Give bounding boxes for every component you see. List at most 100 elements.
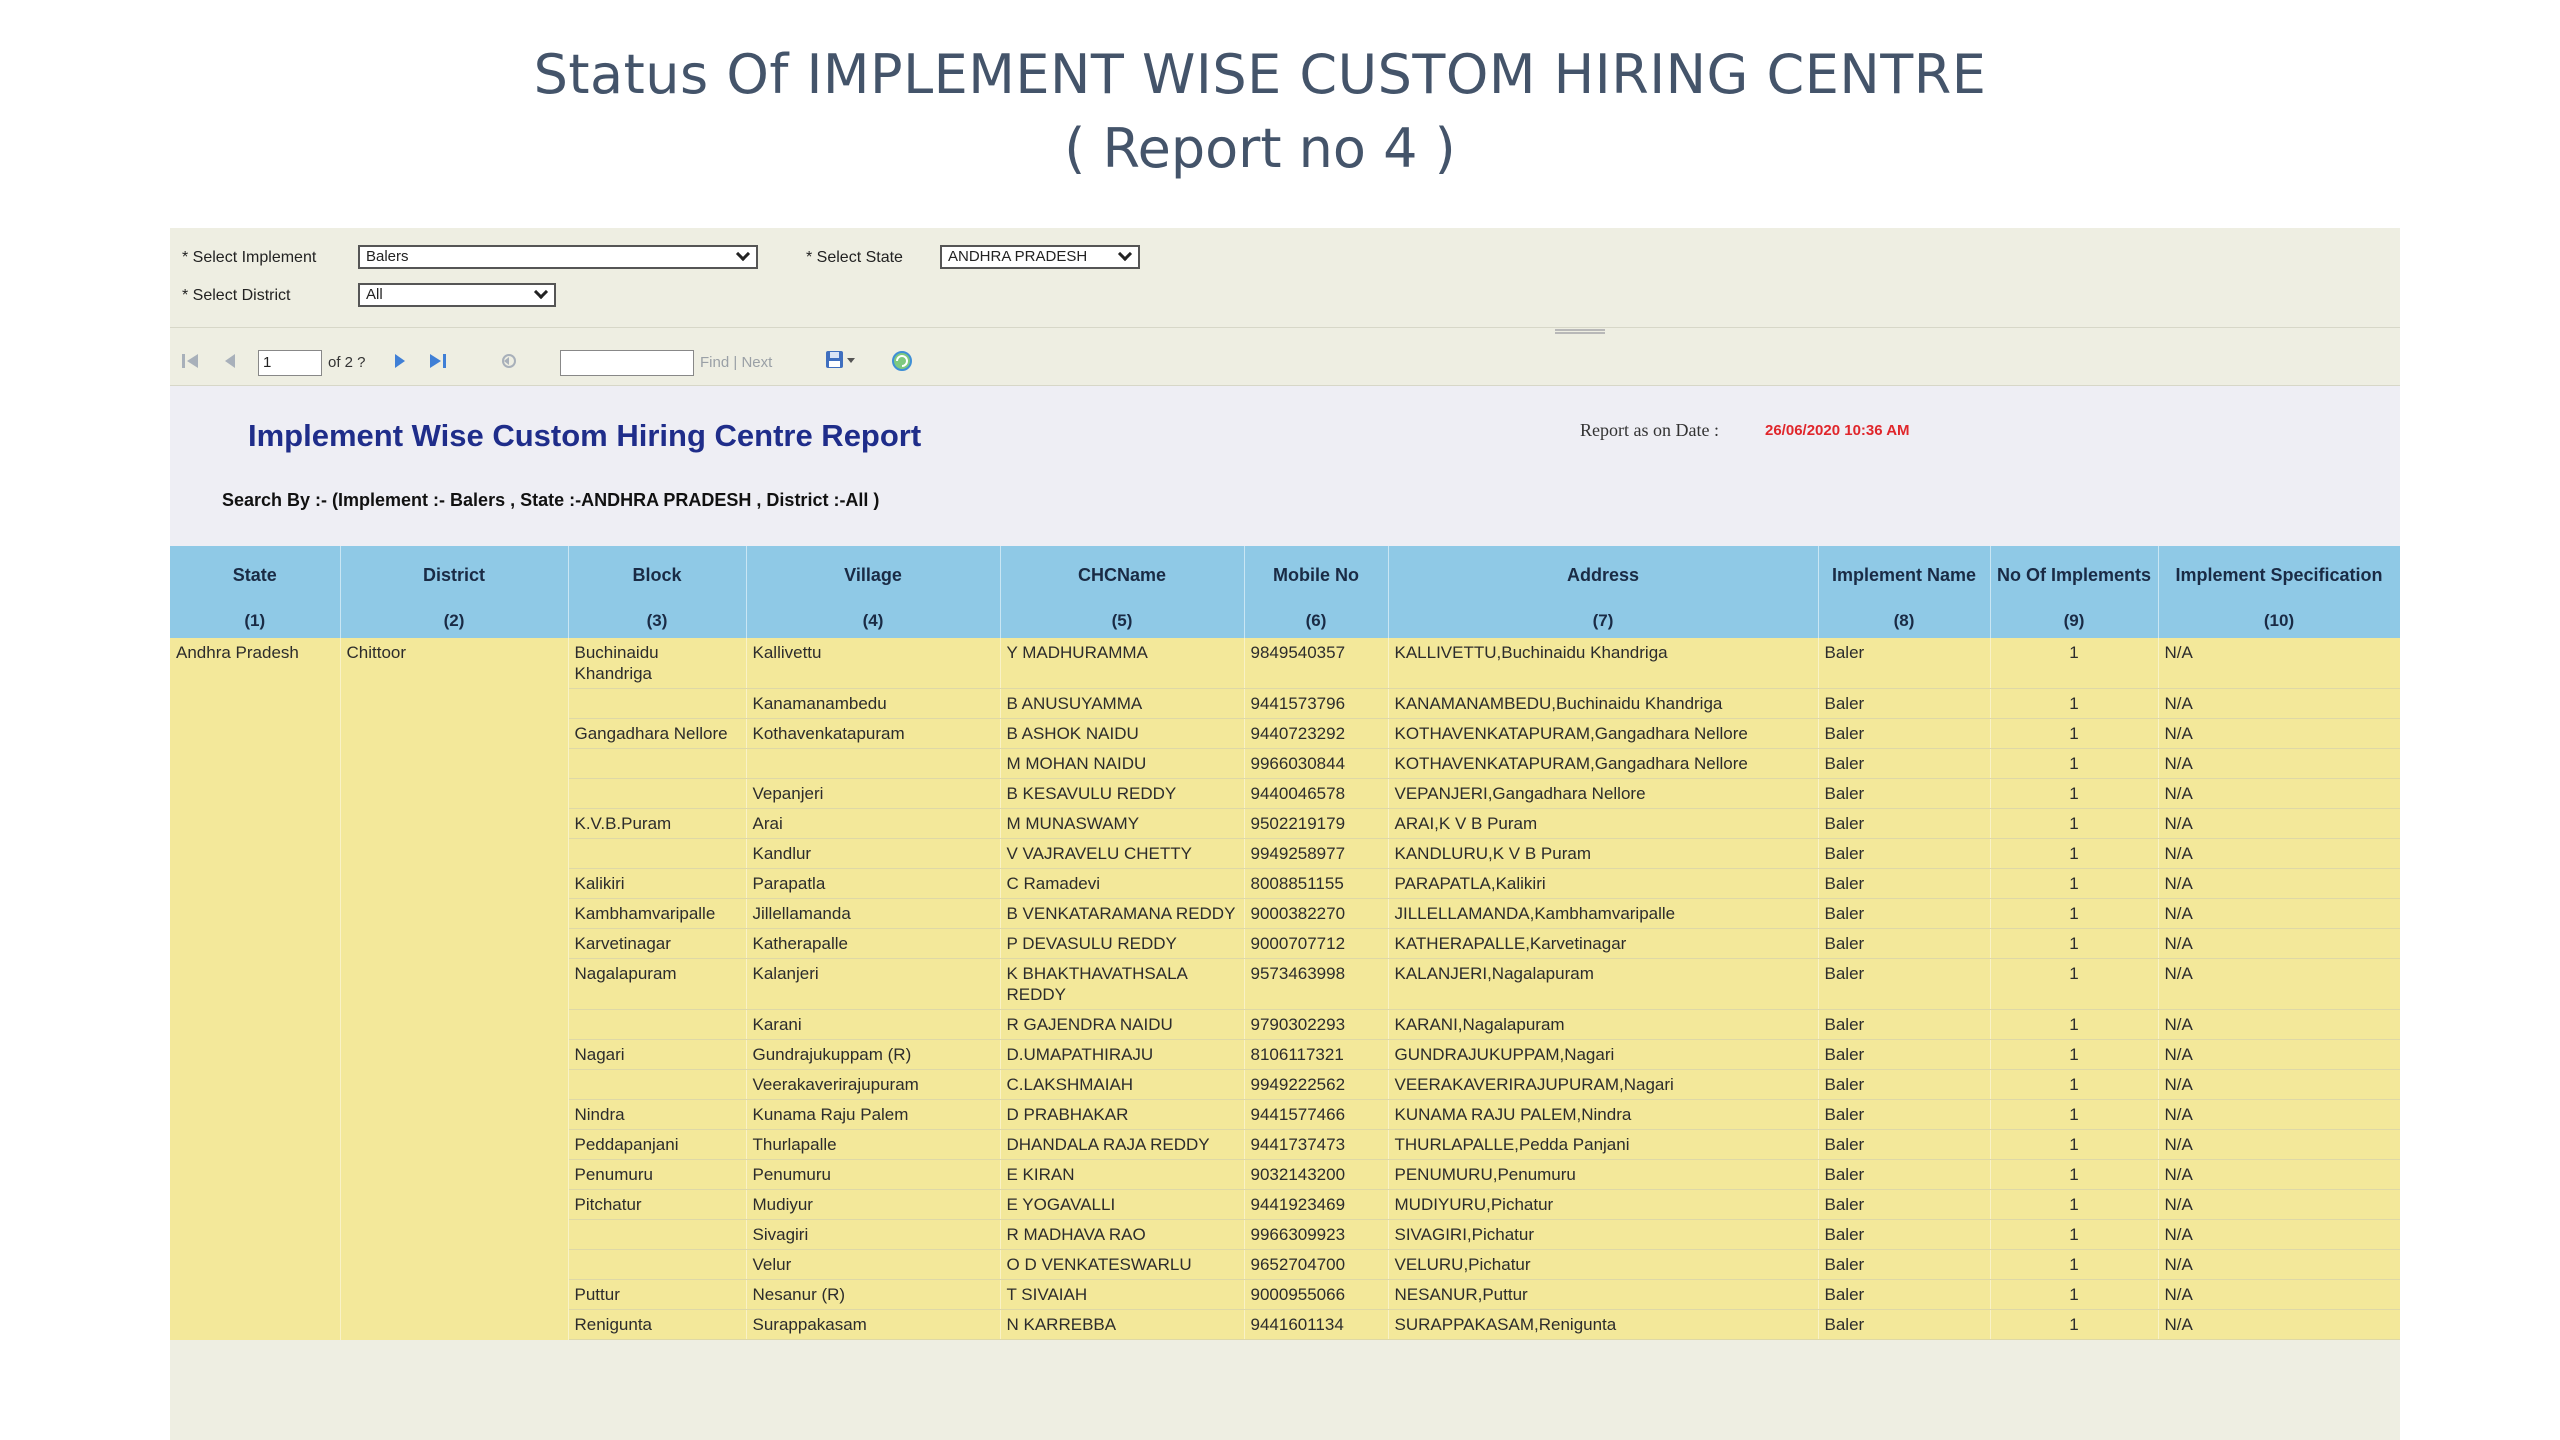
table-row: Renigunta Surappakasam N KARREBBA 944160113… <box>170 1309 2400 1340</box>
cell-address: KALANJERI,Nagalapuram <box>1388 958 1819 1010</box>
column-number: (2) <box>340 604 569 638</box>
table-row: Kalikiri Parapatla C Ramadevi 8008851155 PAR… <box>170 868 2400 899</box>
implement-label: * Select Implement <box>182 249 317 266</box>
cell-no-of-implements: 1 <box>1990 1189 2159 1220</box>
cell-implement-specification: N/A <box>2158 688 2400 719</box>
next-page-icon[interactable] <box>392 352 408 370</box>
column-number: (8) <box>1818 604 1991 638</box>
cell-block: Puttur <box>568 1279 747 1310</box>
cell-chc-name: Y MADHURAMMA <box>1000 638 1245 689</box>
cell-implement-name: Baler <box>1818 1249 1991 1280</box>
cell-address: JILLELLAMANDA,Kambhamvaripalle <box>1388 898 1819 929</box>
cell-village: Kanamanambedu <box>746 688 1001 719</box>
previous-page-icon[interactable] <box>222 352 238 370</box>
find-link[interactable]: Find <box>700 354 730 371</box>
cell-no-of-implements: 1 <box>1990 1219 2159 1250</box>
cell-no-of-implements: 1 <box>1990 898 2159 929</box>
cell-village: Katherapalle <box>746 928 1001 959</box>
cell-no-of-implements: 1 <box>1990 1129 2159 1160</box>
report-date-label: Report as on Date : <box>1580 420 1719 440</box>
refresh-icon[interactable] <box>890 349 914 373</box>
column-number: (7) <box>1388 604 1819 638</box>
cell-block <box>568 778 747 809</box>
report-toolbar: 1 of 2 ? Find | Next <box>170 334 2400 386</box>
cell-block: Nindra <box>568 1099 747 1130</box>
cell-village: Kunama Raju Palem <box>746 1099 1001 1130</box>
cell-mobile-no: 9000955066 <box>1244 1279 1389 1310</box>
cell-chc-name: V VAJRAVELU CHETTY <box>1000 838 1245 869</box>
cell-village: Vepanjeri <box>746 778 1001 809</box>
cell-village: Kalanjeri <box>746 958 1001 1010</box>
cell-chc-name: R MADHAVA RAO <box>1000 1219 1245 1250</box>
cell-block: Nagalapuram <box>568 958 747 1010</box>
cell-implement-specification: N/A <box>2158 898 2400 929</box>
slide-title: Status Of IMPLEMENT WISE CUSTOM HIRING C… <box>0 38 2520 186</box>
report-title: Implement Wise Custom Hiring Centre Repo… <box>248 418 922 453</box>
table-row: Sivagiri R MADHAVA RAO 9966309923 SIVAGIRI,… <box>170 1219 2400 1250</box>
export-save-icon[interactable] <box>824 349 856 371</box>
cell-implement-specification: N/A <box>2158 928 2400 959</box>
cell-address: VEERAKAVERIRAJUPURAM,Nagari <box>1388 1069 1819 1100</box>
slide-title-line-2: ( Report no 4 ) <box>1064 117 1456 180</box>
cell-village: Mudiyur <box>746 1189 1001 1220</box>
cell-no-of-implements: 1 <box>1990 1279 2159 1310</box>
header-mobile-no: Mobile No <box>1244 546 1389 604</box>
header-address: Address <box>1388 546 1819 604</box>
column-number: (6) <box>1244 604 1389 638</box>
cell-implement-name: Baler <box>1818 838 1991 869</box>
implement-select[interactable]: Balers <box>358 245 758 269</box>
district-select[interactable]: All <box>358 283 556 307</box>
cell-implement-name: Baler <box>1818 1039 1991 1070</box>
cell-address: SIVAGIRI,Pichatur <box>1388 1219 1819 1250</box>
find-input[interactable] <box>560 350 694 376</box>
header-chc-name: CHCName <box>1000 546 1245 604</box>
cell-implement-specification: N/A <box>2158 1129 2400 1160</box>
cell-village: Jillellamanda <box>746 898 1001 929</box>
cell-village: Thurlapalle <box>746 1129 1001 1160</box>
state-select[interactable]: ANDHRA PRADESH <box>940 245 1140 269</box>
next-link[interactable]: Next <box>741 354 773 371</box>
cell-chc-name: M MOHAN NAIDU <box>1000 748 1245 779</box>
cell-mobile-no: 9966309923 <box>1244 1219 1389 1250</box>
panel-splitter-handle[interactable] <box>1555 329 1605 334</box>
cell-no-of-implements: 1 <box>1990 1249 2159 1280</box>
cell-mobile-no: 9790302293 <box>1244 1009 1389 1040</box>
page-number-input[interactable]: 1 <box>258 350 322 376</box>
cell-implement-name: Baler <box>1818 1099 1991 1130</box>
cell-address: KANDLURU,K V B Puram <box>1388 838 1819 869</box>
cell-village: Penumuru <box>746 1159 1001 1190</box>
cell-block: Peddapanjani <box>568 1129 747 1160</box>
cell-mobile-no: 9032143200 <box>1244 1159 1389 1190</box>
first-page-icon[interactable] <box>180 352 200 370</box>
cell-block <box>568 838 747 869</box>
table-row: Andhra Pradesh Chittoor Buchinaidu Khandri… <box>170 638 2400 1340</box>
chevron-down-icon <box>735 246 751 262</box>
cell-block <box>568 748 747 779</box>
cell-address: GUNDRAJUKUPPAM,Nagari <box>1388 1039 1819 1070</box>
cell-address: KATHERAPALLE,Karvetinagar <box>1388 928 1819 959</box>
cell-no-of-implements: 1 <box>1990 808 2159 839</box>
table-row: Gangadhara Nellore Kothavenkatapuram B ASH… <box>170 718 2400 749</box>
cell-address: ARAI,K V B Puram <box>1388 808 1819 839</box>
table-row: Peddapanjani Thurlapalle DHANDALA RAJA RED… <box>170 1129 2400 1160</box>
last-page-icon[interactable] <box>428 352 450 370</box>
cell-no-of-implements: 1 <box>1990 1099 2159 1130</box>
cell-implement-name: Baler <box>1818 1009 1991 1040</box>
cell-address: MUDIYURU,Pichatur <box>1388 1189 1819 1220</box>
table-row: Kanamanambedu B ANUSUYAMMA 9441573796 KANAM… <box>170 688 2400 719</box>
cell-address: VEPANJERI,Gangadhara Nellore <box>1388 778 1819 809</box>
cell-implement-specification: N/A <box>2158 748 2400 779</box>
cell-implement-specification: N/A <box>2158 958 2400 1010</box>
table-row: Penumuru Penumuru E KIRAN 9032143200 PENUMUR… <box>170 1159 2400 1190</box>
cell-no-of-implements: 1 <box>1990 1039 2159 1070</box>
header-implement-name: Implement Name <box>1818 546 1991 604</box>
cell-address: KUNAMA RAJU PALEM,Nindra <box>1388 1099 1819 1130</box>
cell-mobile-no: 9441923469 <box>1244 1189 1389 1220</box>
back-to-parent-icon[interactable] <box>500 352 518 370</box>
cell-address: NESANUR,Puttur <box>1388 1279 1819 1310</box>
cell-mobile-no: 9441737473 <box>1244 1129 1389 1160</box>
cell-implement-specification: N/A <box>2158 838 2400 869</box>
cell-implement-name: Baler <box>1818 1189 1991 1220</box>
cell-mobile-no: 9573463998 <box>1244 958 1389 1010</box>
cell-block: Nagari <box>568 1039 747 1070</box>
